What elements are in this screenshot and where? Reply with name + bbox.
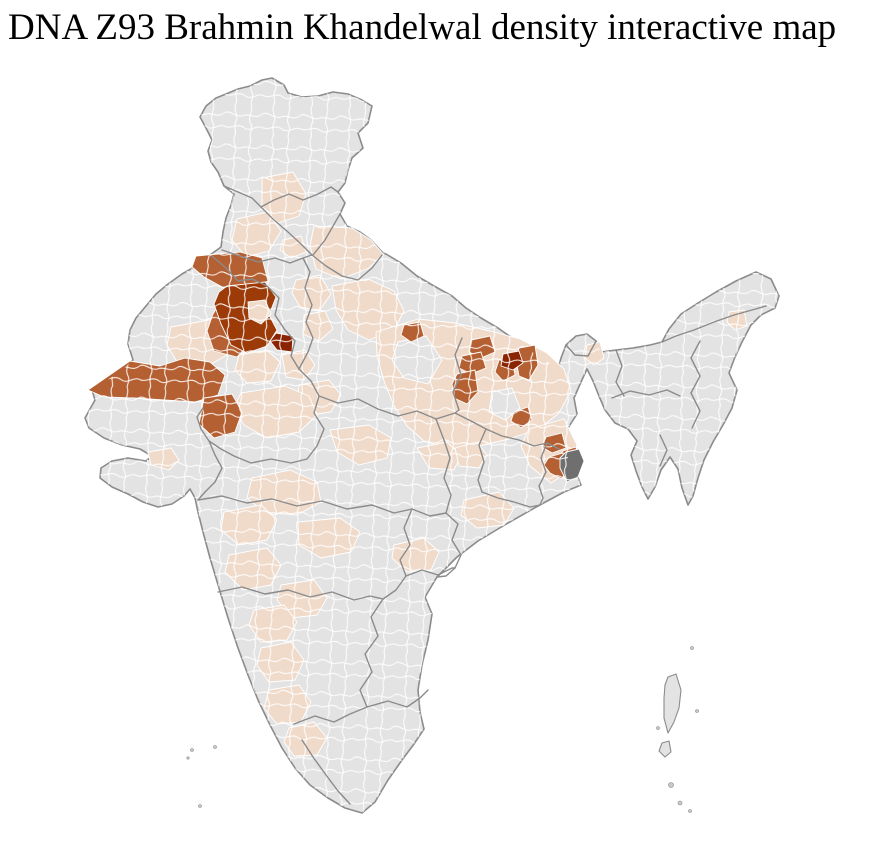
island-dot-3	[668, 782, 674, 788]
state-border-16	[436, 512, 462, 578]
island-dot-4	[677, 800, 683, 806]
state-border-26	[690, 392, 701, 429]
island-dot-2	[656, 726, 660, 730]
island-dot-6	[190, 748, 194, 752]
state-border-25	[690, 340, 701, 394]
state-border-14	[481, 491, 541, 508]
state-border-8	[197, 495, 447, 517]
island-andaman-little[interactable]	[658, 740, 672, 758]
state-border-9	[318, 395, 487, 430]
state-border-6	[196, 255, 325, 464]
map-title: DNA Z93 Brahmin Khandelwal density inter…	[8, 7, 837, 48]
state-border-4	[311, 254, 383, 281]
state-border-12	[485, 428, 560, 450]
state-border-11	[452, 337, 463, 414]
state-border-7	[197, 440, 223, 501]
state-border-21	[293, 706, 368, 725]
state-border-2	[312, 213, 341, 256]
state-border-29	[565, 340, 597, 357]
island-dot-7	[213, 745, 217, 749]
island-dot-9	[186, 756, 190, 760]
island-dot-1	[695, 709, 699, 713]
state-border-0	[223, 185, 339, 208]
state-border-28	[661, 305, 767, 343]
state-border-13	[477, 428, 487, 493]
island-andaman-main[interactable]	[663, 673, 682, 734]
state-border-17	[382, 508, 413, 600]
state-border-10	[435, 418, 452, 514]
map-layers	[84, 77, 780, 814]
state-border-24	[611, 389, 681, 399]
state-border-20	[359, 598, 384, 708]
state-border-15	[538, 442, 548, 506]
state-border-5	[298, 257, 314, 370]
state-border-27	[659, 434, 668, 467]
state-border-23	[366, 689, 429, 708]
state-border-18	[405, 567, 456, 577]
island-dot-8	[198, 804, 202, 808]
state-border-19	[217, 586, 384, 601]
island-dot-5	[688, 809, 692, 813]
state-border-1	[260, 206, 313, 256]
state-border-22	[301, 739, 351, 805]
state-border-30	[615, 349, 625, 397]
island-dot-0	[690, 646, 694, 650]
